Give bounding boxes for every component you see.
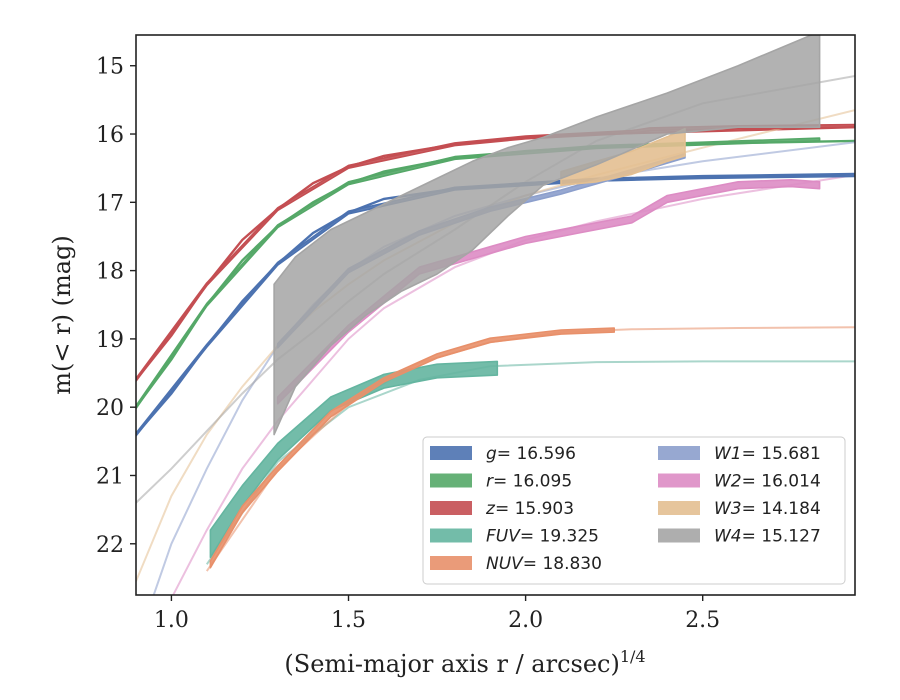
legend-box	[422, 436, 846, 585]
legend-label-w2: W2= 16.014	[714, 472, 821, 492]
y-tick-label: 15	[96, 55, 124, 80]
legend-swatch-w1	[658, 446, 700, 460]
x-axis-label: (Semi-major axis r / arcsec)1/4	[284, 647, 645, 678]
x-tick-label: 1.0	[154, 608, 189, 633]
data-band-z	[136, 123, 855, 382]
legend-swatch-g	[430, 446, 472, 460]
y-tick-label: 22	[96, 533, 124, 558]
legend-label-nuv: NUV= 18.830	[486, 554, 602, 574]
y-axis-label: m(< r) (mag)	[48, 235, 76, 394]
y-tick-label: 17	[96, 191, 124, 216]
legend-label-w1: W1= 15.681	[714, 444, 821, 464]
data-band-nuv	[209, 327, 615, 569]
model-line-w2	[172, 174, 855, 595]
legend: g= 16.596 r= 16.095 z= 15.903 FUV= 19.325 NU…	[422, 436, 846, 585]
legend-swatch-z	[430, 501, 472, 515]
axis-ticks: 1.0 1.5 2.0 2.5 15 16 17 18 19 20 21 22	[96, 55, 720, 633]
data-band-g	[136, 172, 855, 437]
legend-swatch-nuv	[430, 556, 472, 570]
legend-label-fuv: FUV= 19.325	[486, 527, 599, 547]
legend-label-g: g= 16.596	[486, 444, 576, 464]
x-tick-label: 2.0	[508, 608, 543, 633]
legend-label-w3: W3= 14.184	[714, 499, 821, 519]
x-tick-label: 2.5	[685, 608, 720, 633]
legend-swatch-fuv	[430, 528, 472, 543]
data-band-w2	[276, 179, 821, 405]
y-tick-label: 16	[96, 123, 124, 148]
x-tick-label: 1.5	[331, 608, 366, 633]
legend-label-r: r= 16.095	[486, 472, 572, 492]
legend-swatch-w2	[658, 473, 700, 488]
y-tick-label: 19	[96, 328, 124, 353]
legend-swatch-r	[430, 473, 472, 488]
plot-frame	[135, 34, 856, 596]
data-band-r	[136, 137, 821, 410]
legend-swatch-w4	[658, 528, 700, 543]
legend-swatch-w3	[658, 501, 700, 515]
legend-label-w4: W4= 15.127	[714, 527, 821, 547]
data-band-w4	[273, 35, 821, 436]
data-bands	[136, 35, 855, 569]
y-tick-label: 18	[96, 260, 124, 285]
legend-label-z: z= 15.903	[485, 499, 574, 519]
y-tick-label: 21	[96, 464, 124, 489]
y-tick-label: 20	[96, 396, 124, 421]
